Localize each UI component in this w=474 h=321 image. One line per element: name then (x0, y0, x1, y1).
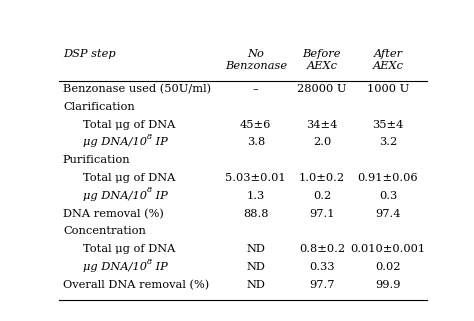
Text: After
AEXc: After AEXc (373, 49, 403, 71)
Text: IP: IP (152, 137, 168, 147)
Text: 88.8: 88.8 (243, 209, 269, 219)
Text: μg DNA/10: μg DNA/10 (83, 137, 147, 147)
Text: Overall DNA removal (%): Overall DNA removal (%) (63, 280, 209, 290)
Text: 0.010±0.001: 0.010±0.001 (350, 244, 426, 254)
Text: 0.91±0.06: 0.91±0.06 (358, 173, 419, 183)
Text: Purification: Purification (63, 155, 130, 165)
Text: 1.0±0.2: 1.0±0.2 (299, 173, 345, 183)
Text: ND: ND (246, 262, 265, 272)
Text: 97.7: 97.7 (309, 280, 335, 290)
Text: 97.1: 97.1 (309, 209, 335, 219)
Text: 3.8: 3.8 (246, 137, 265, 147)
Text: 35±4: 35±4 (373, 120, 404, 130)
Text: 1000 U: 1000 U (367, 84, 409, 94)
Text: 45±6: 45±6 (240, 120, 272, 130)
Text: Total μg of DNA: Total μg of DNA (83, 120, 175, 130)
Text: No
Benzonase: No Benzonase (225, 49, 287, 71)
Text: IP: IP (152, 262, 168, 272)
Text: 5.03±0.01: 5.03±0.01 (226, 173, 286, 183)
Text: IP: IP (152, 191, 168, 201)
Text: Concentration: Concentration (63, 226, 146, 236)
Text: 8: 8 (147, 257, 152, 265)
Text: μg DNA/10: μg DNA/10 (83, 191, 147, 201)
Text: 8: 8 (147, 133, 152, 141)
Text: Total μg of DNA: Total μg of DNA (83, 244, 175, 254)
Text: Benzonase used (50U/ml): Benzonase used (50U/ml) (63, 84, 211, 94)
Text: 8: 8 (147, 186, 152, 194)
Text: 0.2: 0.2 (313, 191, 331, 201)
Text: ND: ND (246, 280, 265, 290)
Text: Total μg of DNA: Total μg of DNA (83, 173, 175, 183)
Text: DSP step: DSP step (63, 49, 116, 59)
Text: 1.3: 1.3 (246, 191, 265, 201)
Text: 2.0: 2.0 (313, 137, 331, 147)
Text: 99.9: 99.9 (375, 280, 401, 290)
Text: Before
AEXc: Before AEXc (303, 49, 341, 71)
Text: –: – (253, 84, 259, 94)
Text: 97.4: 97.4 (375, 209, 401, 219)
Text: 34±4: 34±4 (306, 120, 337, 130)
Text: ND: ND (246, 244, 265, 254)
Text: 0.8±0.2: 0.8±0.2 (299, 244, 345, 254)
Text: DNA removal (%): DNA removal (%) (63, 209, 164, 219)
Text: 0.02: 0.02 (375, 262, 401, 272)
Text: Clarification: Clarification (63, 102, 135, 112)
Text: 0.33: 0.33 (309, 262, 335, 272)
Text: 3.2: 3.2 (379, 137, 397, 147)
Text: 0.3: 0.3 (379, 191, 397, 201)
Text: μg DNA/10: μg DNA/10 (83, 262, 147, 272)
Text: 28000 U: 28000 U (297, 84, 346, 94)
